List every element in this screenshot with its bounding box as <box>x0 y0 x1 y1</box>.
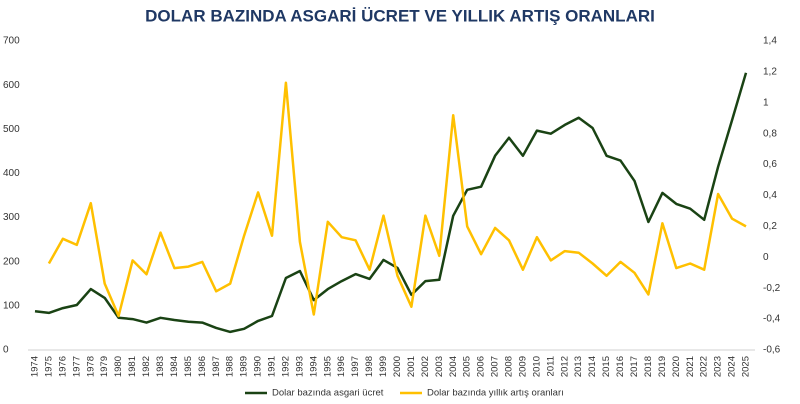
y-tick-label: 200 <box>3 256 20 267</box>
x-tick-label: 1974 <box>30 356 41 377</box>
y-tick-label: 700 <box>3 36 20 47</box>
x-tick-label: 2011 <box>545 356 556 376</box>
chart-title: DOLAR BAZINDA ASGARİ ÜCRET VE YILLIK ART… <box>145 6 655 25</box>
x-tick-label: 1996 <box>336 356 347 377</box>
y-tick-label: 600 <box>3 80 20 91</box>
y2-tick-label: 0,6 <box>763 159 777 170</box>
x-tick-label: 2009 <box>517 356 528 377</box>
x-tick-label: 1977 <box>71 356 82 377</box>
x-tick-label: 1982 <box>141 356 152 377</box>
y2-tick-label: 0,2 <box>763 221 777 232</box>
y2-tick-label: -0,6 <box>763 345 781 356</box>
x-tick-label: 1987 <box>211 356 222 377</box>
x-tick-label: 2017 <box>629 356 640 377</box>
x-tick-label: 2006 <box>476 356 487 377</box>
y-tick-label: 0 <box>3 345 9 356</box>
y2-tick-label: 0,8 <box>763 128 777 139</box>
x-tick-label: 2008 <box>504 356 515 377</box>
x-tick-label: 1975 <box>43 356 54 377</box>
x-tick-label: 1985 <box>183 356 194 377</box>
y-tick-label: 400 <box>3 168 20 179</box>
x-tick-label: 2014 <box>587 356 598 377</box>
x-tick-label: 2004 <box>448 356 459 377</box>
x-tick-label: 2003 <box>434 356 445 377</box>
y-tick-label: 300 <box>3 212 20 223</box>
x-tick-label: 2015 <box>601 356 612 377</box>
y2-tick-label: -0,2 <box>763 283 781 294</box>
x-tick-label: 1995 <box>322 356 333 377</box>
y-tick-label: 500 <box>3 124 20 135</box>
x-tick-label: 2022 <box>699 356 710 377</box>
x-tick-label: 1994 <box>308 356 319 377</box>
x-tick-label: 1978 <box>85 356 96 377</box>
x-tick-label: 2018 <box>643 356 654 377</box>
y-tick-label: 100 <box>3 300 20 311</box>
x-tick-label: 2013 <box>573 356 584 377</box>
x-tick-label: 1984 <box>169 356 180 377</box>
x-tick-label: 1999 <box>378 356 389 377</box>
x-tick-label: 2025 <box>741 356 752 377</box>
x-tick-label: 2021 <box>685 356 696 377</box>
x-tick-label: 1991 <box>267 356 278 377</box>
x-tick-label: 2005 <box>462 356 473 377</box>
x-tick-label: 2020 <box>671 356 682 377</box>
x-tick-label: 1979 <box>99 356 110 377</box>
x-tick-label: 2019 <box>657 356 668 377</box>
x-tick-label: 1998 <box>364 356 375 377</box>
legend-label: Dolar bazında yıllık artış oranları <box>427 388 564 399</box>
x-tick-label: 2000 <box>392 356 403 377</box>
x-tick-label: 2024 <box>727 356 738 377</box>
x-tick-label: 1990 <box>253 356 264 377</box>
y2-tick-label: 0,4 <box>763 190 777 201</box>
y2-tick-label: 0 <box>763 252 769 263</box>
series-line <box>47 81 747 318</box>
y2-tick-label: 1 <box>763 97 769 108</box>
x-tick-label: 1989 <box>239 356 250 377</box>
x-tick-label: 2001 <box>406 356 417 377</box>
x-tick-label: 2012 <box>559 356 570 377</box>
x-tick-label: 1986 <box>197 356 208 377</box>
x-tick-label: 2023 <box>713 356 724 377</box>
x-tick-label: 1980 <box>113 356 124 377</box>
y2-tick-label: -0,4 <box>763 314 781 325</box>
series-line <box>34 72 748 334</box>
legend-label: Dolar bazında asgari ücret <box>272 388 384 399</box>
x-tick-label: 2002 <box>420 356 431 377</box>
x-tick-label: 2010 <box>531 356 542 377</box>
x-tick-label: 2016 <box>615 356 626 377</box>
y2-tick-label: 1,4 <box>763 36 777 47</box>
x-tick-label: 1988 <box>225 356 236 377</box>
x-tick-label: 1981 <box>127 356 138 377</box>
x-tick-label: 1983 <box>155 356 166 377</box>
x-tick-label: 1976 <box>57 356 68 377</box>
x-tick-label: 1997 <box>350 356 361 377</box>
x-tick-label: 1992 <box>280 356 291 377</box>
x-tick-label: 2007 <box>490 356 501 377</box>
y2-tick-label: 1,2 <box>763 67 777 78</box>
x-tick-label: 1993 <box>294 356 305 377</box>
